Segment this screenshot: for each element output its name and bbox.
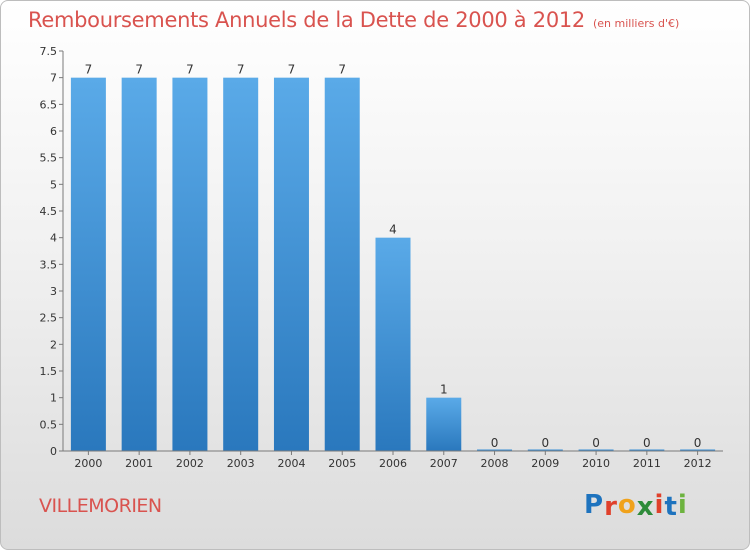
- logo-letter: i: [654, 490, 665, 520]
- bar-2011: [629, 449, 665, 451]
- x-tick-label: 2005: [328, 457, 356, 470]
- y-tick-label: 5.5: [40, 152, 58, 165]
- y-tick-label: 0.5: [40, 418, 58, 431]
- y-tick-label: 0: [50, 445, 57, 458]
- bar-2009: [527, 449, 563, 451]
- bar-2008: [477, 449, 513, 451]
- bar-2012: [680, 449, 716, 451]
- bar-2006: [375, 237, 411, 451]
- y-tick-label: 4: [50, 232, 57, 245]
- data-label: 4: [389, 223, 397, 237]
- x-tick-label: 2002: [176, 457, 204, 470]
- data-label: 0: [592, 436, 600, 450]
- bar-2010: [578, 449, 614, 451]
- y-tick-label: 7.5: [40, 45, 58, 58]
- x-tick-label: 2006: [379, 457, 407, 470]
- data-label: 7: [237, 63, 245, 77]
- bar-2005: [324, 77, 360, 452]
- logo-letter: r: [604, 492, 618, 522]
- y-tick-label: 7: [50, 72, 57, 85]
- proxiti-logo: Proxiti: [584, 490, 688, 522]
- chart-subtitle: (en milliers d'€): [593, 17, 680, 30]
- y-tick-label: 1: [50, 392, 57, 405]
- data-label: 0: [541, 436, 549, 450]
- chart-title: Remboursements Annuels de la Dette de 20…: [28, 8, 585, 32]
- data-label: 7: [85, 63, 93, 77]
- x-tick-label: 2000: [74, 457, 102, 470]
- x-tick-label: 2003: [227, 457, 255, 470]
- y-tick-label: 1.5: [40, 365, 58, 378]
- x-tick-label: 2009: [531, 457, 559, 470]
- bar-2002: [172, 77, 208, 452]
- y-tick-label: 4.5: [40, 205, 58, 218]
- data-label: 1: [440, 383, 448, 397]
- bar-2004: [273, 77, 309, 452]
- x-tick-label: 2008: [481, 457, 509, 470]
- y-tick-label: 6: [50, 125, 57, 138]
- logo-letter: x: [636, 492, 655, 522]
- x-tick-label: 2012: [684, 457, 712, 470]
- logo-letter: i: [677, 490, 688, 520]
- data-label: 7: [288, 63, 296, 77]
- data-label: 0: [694, 436, 702, 450]
- y-tick-label: 5: [50, 178, 57, 191]
- y-tick-label: 3.5: [40, 258, 58, 271]
- data-label: 0: [491, 436, 499, 450]
- bar-2007: [426, 397, 462, 451]
- y-tick-label: 2.5: [40, 312, 58, 325]
- data-label: 7: [135, 63, 143, 77]
- x-tick-label: 2011: [633, 457, 661, 470]
- x-tick-label: 2001: [125, 457, 153, 470]
- data-label: 0: [643, 436, 651, 450]
- logo-letter: t: [664, 492, 678, 522]
- chart-title-row: Remboursements Annuels de la Dette de 20…: [28, 8, 679, 32]
- logo-letter: P: [584, 490, 605, 520]
- y-tick-label: 6.5: [40, 98, 58, 111]
- x-axis: 2000 2001 2002 2003 2004 2005 2006 2007 2008 2009…: [63, 450, 723, 470]
- y-tick-label: 3: [50, 285, 57, 298]
- y-tick-label: 2: [50, 338, 57, 351]
- x-tick-label: 2004: [277, 457, 305, 470]
- data-label: 7: [186, 63, 194, 77]
- y-axis: 0 0.5 1 1.5 2 2.5 3 3.5 4 4.5 5 5.5 6 6.5 7 7.5: [40, 45, 64, 458]
- commune-name: VILLEMORIEN: [39, 495, 162, 517]
- bar-2000: [70, 77, 106, 452]
- bar-2003: [223, 77, 259, 452]
- bars: 7 7 7 7 7 7 4 1 0 0 0 0 0: [70, 63, 716, 452]
- data-label: 7: [338, 63, 346, 77]
- x-tick-label: 2010: [582, 457, 610, 470]
- x-tick-label: 2007: [430, 457, 458, 470]
- bar-2001: [121, 77, 157, 452]
- logo-letter: o: [617, 490, 637, 520]
